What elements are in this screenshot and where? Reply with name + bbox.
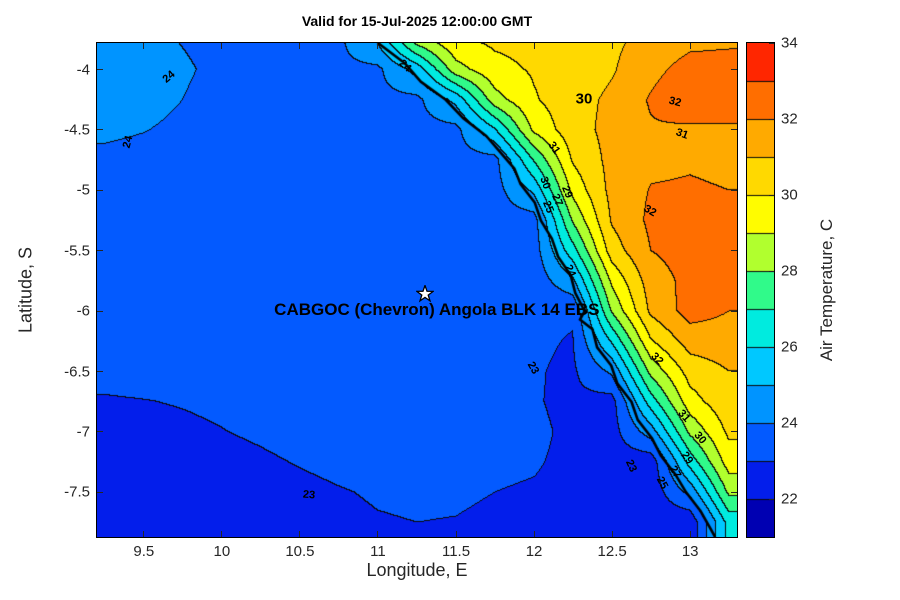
x-tick-label: 12 bbox=[525, 543, 543, 560]
tick-mark bbox=[769, 346, 774, 348]
plot-title: Valid for 15-Jul-2025 12:00:00 GMT bbox=[301, 13, 533, 29]
tick-mark bbox=[221, 43, 223, 49]
tick-mark bbox=[97, 69, 103, 71]
tick-mark bbox=[533, 531, 535, 537]
x-axis-label: Longitude, E bbox=[366, 560, 468, 580]
tick-mark bbox=[731, 69, 737, 71]
tick-mark bbox=[221, 531, 223, 537]
tick-mark bbox=[769, 42, 774, 44]
colorbar-label: Air Temperature, C bbox=[817, 218, 836, 362]
tick-mark bbox=[689, 531, 691, 537]
tick-mark bbox=[731, 129, 737, 131]
y-tick-label: -4 bbox=[76, 61, 90, 79]
tick-mark bbox=[143, 43, 145, 49]
x-tick-label: 10.5 bbox=[285, 543, 315, 560]
y-tick-label: -5 bbox=[76, 181, 90, 199]
x-tick-label: 12.5 bbox=[597, 543, 627, 560]
tick-mark bbox=[611, 531, 613, 537]
tick-mark bbox=[377, 531, 379, 537]
tick-mark bbox=[97, 189, 103, 191]
tick-mark bbox=[97, 431, 103, 433]
plot-area: CABGOC (Chevron) Angola BLK 14 EBS 24 24 2… bbox=[96, 42, 738, 538]
colorbar-tick-label: 26 bbox=[781, 338, 798, 356]
tick-mark bbox=[689, 43, 691, 49]
x-tick-label: 11.5 bbox=[441, 543, 471, 560]
tick-mark bbox=[769, 270, 774, 272]
tick-mark bbox=[97, 371, 103, 373]
y-axis-label: Latitude, S bbox=[15, 246, 36, 334]
tick-mark bbox=[731, 310, 737, 312]
tick-mark bbox=[769, 498, 774, 500]
colorbar-canvas bbox=[747, 43, 774, 537]
colorbar-tick-label: 22 bbox=[781, 490, 798, 508]
y-tick-label: -6.5 bbox=[64, 363, 90, 381]
x-tick-label: 11 bbox=[370, 543, 386, 560]
tick-mark bbox=[731, 189, 737, 191]
tick-mark bbox=[97, 310, 103, 312]
contour-map-canvas bbox=[97, 43, 737, 537]
x-tick-label: 13 bbox=[681, 543, 699, 560]
x-tick-label: 10 bbox=[213, 543, 231, 560]
colorbar-tick-label: 34 bbox=[781, 34, 798, 52]
tick-mark bbox=[611, 43, 613, 49]
tick-mark bbox=[455, 531, 457, 537]
y-tick-label: -5.5 bbox=[64, 242, 90, 260]
tick-mark bbox=[97, 491, 103, 493]
tick-mark bbox=[731, 431, 737, 433]
colorbar-tick-label: 28 bbox=[781, 262, 798, 280]
x-tick-label: 9.5 bbox=[133, 543, 155, 560]
tick-mark bbox=[143, 531, 145, 537]
y-tick-label: -4.5 bbox=[64, 121, 90, 139]
tick-mark bbox=[377, 43, 379, 49]
tick-mark bbox=[299, 43, 301, 49]
y-tick-label: -6 bbox=[76, 302, 90, 320]
colorbar-tick-label: 24 bbox=[781, 414, 798, 432]
tick-mark bbox=[731, 250, 737, 252]
colorbar-tick-label: 32 bbox=[781, 110, 798, 128]
tick-mark bbox=[769, 118, 774, 120]
colorbar-tick-label: 30 bbox=[781, 186, 798, 204]
tick-mark bbox=[97, 129, 103, 131]
y-tick-label: -7.5 bbox=[64, 483, 90, 501]
tick-mark bbox=[769, 194, 774, 196]
tick-mark bbox=[533, 43, 535, 49]
tick-mark bbox=[731, 371, 737, 373]
tick-mark bbox=[769, 422, 774, 424]
tick-mark bbox=[455, 43, 457, 49]
y-tick-label: -7 bbox=[76, 423, 90, 441]
tick-mark bbox=[299, 531, 301, 537]
colorbar bbox=[746, 42, 775, 538]
tick-mark bbox=[97, 250, 103, 252]
tick-mark bbox=[731, 491, 737, 493]
